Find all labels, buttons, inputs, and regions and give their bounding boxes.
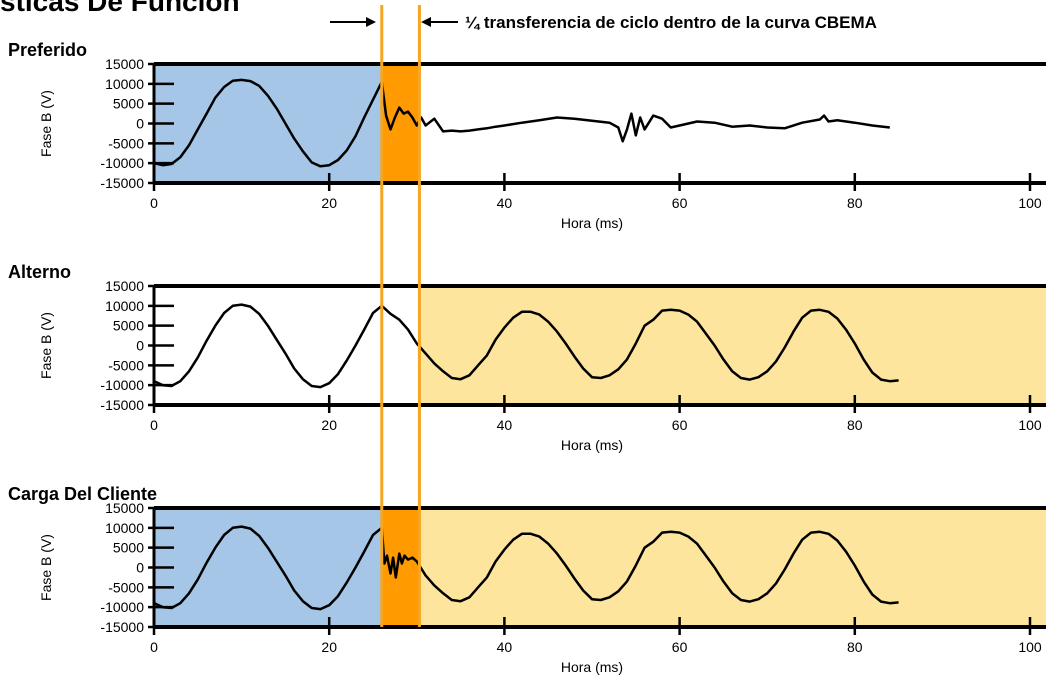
x-axis-label: Hora (ms) — [561, 659, 623, 675]
y-tick-label: -5000 — [108, 135, 144, 151]
panel-preferido: Preferido 15000 10000 5000 0 -5000 -10000 -1500… — [8, 40, 1046, 231]
annotation-text: ¼ transferencia de ciclo dentro de la cu… — [465, 13, 877, 32]
page-title: sticas De Función — [0, 0, 240, 17]
y-tick-label: -5000 — [108, 357, 144, 373]
x-tick-label: 100 — [1018, 639, 1042, 655]
y-tick-label: 0 — [136, 560, 144, 576]
y-tick-label: -10000 — [100, 155, 144, 171]
y-tick-label: -15000 — [100, 175, 144, 191]
y-tick-label: 15000 — [105, 56, 144, 72]
waveform-line — [153, 303, 899, 389]
x-tick-label: 60 — [672, 417, 688, 433]
y-tick-label: -10000 — [100, 377, 144, 393]
y-tick-label: -5000 — [108, 579, 144, 595]
y-tick-label: 5000 — [113, 540, 144, 556]
shaded-region-blue — [154, 508, 382, 627]
x-tick-label: 100 — [1018, 195, 1042, 211]
x-tick-label: 20 — [321, 195, 337, 211]
y-tick-label: 10000 — [105, 298, 144, 314]
waveform-line — [153, 525, 899, 611]
transfer-markers — [380, 5, 421, 627]
y-tick-label: 10000 — [105, 76, 144, 92]
y-tick-label: -15000 — [100, 619, 144, 635]
y-axis-label: Fase B (V) — [38, 90, 54, 157]
y-tick-label: 0 — [136, 338, 144, 354]
y-tick-label: 5000 — [113, 96, 144, 112]
panel-alterno: Alterno 15000 10000 5000 0 -5000 -10000 -15000 0… — [8, 262, 1046, 453]
y-tick-label: -10000 — [100, 599, 144, 615]
x-tick-label: 0 — [150, 639, 158, 655]
x-tick-label: 80 — [847, 195, 863, 211]
y-tick-label: -15000 — [100, 397, 144, 413]
y-axis-label: Fase B (V) — [38, 534, 54, 601]
y-axis-label: Fase B (V) — [38, 312, 54, 379]
panel-title: Preferido — [8, 40, 87, 60]
y-tick-label: 5000 — [113, 318, 144, 334]
panel-title: Carga Del Cliente — [8, 484, 157, 504]
y-tick-label: 0 — [136, 116, 144, 132]
x-tick-label: 20 — [321, 639, 337, 655]
x-tick-label: 60 — [672, 639, 688, 655]
y-tick-label: 15000 — [105, 278, 144, 294]
x-tick-label: 40 — [497, 417, 513, 433]
transfer-annotation: ¼ transferencia de ciclo dentro de la cu… — [330, 13, 877, 32]
shaded-region-yellow — [419, 508, 1046, 627]
right-arrowhead — [421, 17, 431, 27]
x-tick-label: 100 — [1018, 417, 1042, 433]
x-tick-label: 60 — [672, 195, 688, 211]
x-axis-label: Hora (ms) — [561, 437, 623, 453]
waveform-line — [153, 78, 890, 168]
x-tick-label: 20 — [321, 417, 337, 433]
x-tick-label: 40 — [497, 639, 513, 655]
x-tick-label: 40 — [497, 195, 513, 211]
x-tick-label: 80 — [847, 417, 863, 433]
shaded-region-yellow — [419, 286, 1046, 405]
x-axis-label: Hora (ms) — [561, 215, 623, 231]
shaded-region-blue — [154, 64, 382, 183]
left-arrowhead — [366, 17, 376, 27]
y-tick-label: 10000 — [105, 520, 144, 536]
x-tick-label: 0 — [150, 195, 158, 211]
x-tick-label: 80 — [847, 639, 863, 655]
y-tick-label: 15000 — [105, 500, 144, 516]
panel-title: Alterno — [8, 262, 71, 282]
x-tick-label: 0 — [150, 417, 158, 433]
shaded-region-orange — [381, 508, 420, 627]
